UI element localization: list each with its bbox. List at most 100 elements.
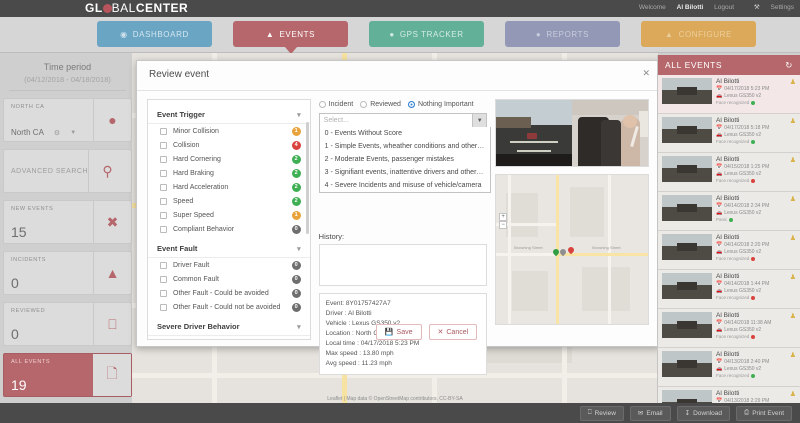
- sidebar-item-new-events[interactable]: NEW EVENTS 15 ✖: [3, 200, 132, 244]
- checkbox[interactable]: [160, 141, 167, 149]
- radio-reviewed[interactable]: Reviewed: [360, 101, 401, 108]
- dropdown-option-4[interactable]: 4 - Severe Incidents and misuse of vehic…: [324, 182, 482, 189]
- chevron-down-icon[interactable]: ▾: [297, 323, 301, 331]
- event-marker-icon[interactable]: [568, 247, 574, 255]
- checkbox[interactable]: [160, 183, 167, 191]
- checkbox[interactable]: [160, 289, 167, 297]
- tab-configure[interactable]: ▲ CONFIGURE: [641, 21, 756, 47]
- settings-link[interactable]: ⚒ Settings: [745, 4, 794, 11]
- map-zoom-controls[interactable]: + −: [499, 213, 508, 229]
- events-list[interactable]: Al Bilotti 📅 04/17/2018 5:23 PM 🚗 Lexus GS…: [658, 75, 800, 403]
- option-common-fault[interactable]: Common Fault 0: [148, 272, 310, 286]
- checkbox[interactable]: [160, 169, 167, 177]
- sidebar-item-region[interactable]: NORTH CA North CA ⚙ ▼ ●: [3, 98, 132, 142]
- event-vehicle: Lexus GS350 v2: [724, 132, 762, 138]
- zoom-in-button[interactable]: +: [499, 213, 508, 221]
- radio-nothing-important[interactable]: Nothing Important: [407, 101, 474, 108]
- list-item[interactable]: Al Bilotti 📅 04/17/2018 5:18 PM 🚗 Lexus GS…: [658, 114, 800, 153]
- download-button[interactable]: ↧ Download: [676, 405, 730, 421]
- accordion-event-fault[interactable]: Event Fault ▾: [148, 240, 310, 258]
- cancel-button[interactable]: ✕ Cancel: [428, 324, 478, 340]
- dropdown-option-1[interactable]: 1 - Simple Events, wheather conditions a…: [324, 143, 490, 150]
- tab-reports[interactable]: ● REPORTS: [505, 21, 620, 47]
- dropdown-option-3[interactable]: 3 - Signifiant events, inattentive drive…: [324, 169, 490, 176]
- option-other-fault-avoidable[interactable]: Other Fault - Could be avoided 0: [148, 286, 310, 300]
- checkbox[interactable]: [160, 155, 167, 163]
- option-hard-braking[interactable]: Hard Braking 2: [148, 166, 310, 180]
- sidebar-item-incidents[interactable]: INCIDENTS 0 ▲: [3, 251, 132, 295]
- gear-icon[interactable]: ⚙: [53, 129, 61, 137]
- brand-suffix: CENTER: [135, 1, 189, 15]
- severity-dropdown-list[interactable]: 0 - Events Without Score 1 - Simple Even…: [318, 127, 491, 193]
- checkbox[interactable]: [160, 197, 167, 205]
- event-video-player[interactable]: [495, 99, 649, 167]
- close-icon[interactable]: ✕: [642, 68, 650, 78]
- start-marker-icon[interactable]: [553, 249, 559, 257]
- option-speed[interactable]: Speed 2: [148, 194, 310, 208]
- list-item[interactable]: Al Bilotti 📅04/13/2018 2:29 PM 🚗Lexus GS…: [658, 387, 800, 403]
- zoom-out-button[interactable]: −: [499, 221, 508, 229]
- checkbox[interactable]: [160, 303, 167, 311]
- save-button[interactable]: 💾 Save: [375, 324, 422, 340]
- radio-incident[interactable]: Incident: [318, 101, 353, 108]
- option-other-fault-unavoidable[interactable]: Other Fault - Could not be avoided 0: [148, 300, 310, 314]
- list-item[interactable]: Al Bilotti 📅 04/13/2018 2:40 PM 🚗 Lexus GS…: [658, 348, 800, 387]
- checkbox[interactable]: [160, 261, 167, 269]
- event-datetime: 04/14/2018 2:34 PM: [724, 203, 770, 209]
- list-item[interactable]: Al Bilotti 📅 04/17/2018 5:23 PM 🚗 Lexus GS…: [658, 75, 800, 114]
- all-events-panel: ALL EVENTS ↻ Al Bilotti 📅 04/17/2018 5:23…: [657, 55, 800, 403]
- list-item[interactable]: Al Bilotti 📅 04/14/2018 2:20 PM 🚗 Lexus GS…: [658, 231, 800, 270]
- chevron-down-icon[interactable]: ▾: [297, 111, 301, 119]
- person-icon: ♟: [789, 274, 796, 281]
- map-block: [506, 193, 539, 237]
- option-driver-unbelted[interactable]: Driver Unbelted 1: [148, 336, 310, 341]
- list-item[interactable]: Al Bilotti 📅 04/14/2018 1:44 PM 🚗 Lexus GS…: [658, 270, 800, 309]
- print-event-button[interactable]: ⎙ Print Event: [736, 405, 792, 421]
- severity-select[interactable]: Select... ▼: [318, 113, 488, 128]
- logout-link[interactable]: Logout: [714, 4, 735, 11]
- option-driver-fault[interactable]: Driver Fault 0: [148, 258, 310, 272]
- event-location-map[interactable]: Browning Street Browning Street + −: [495, 174, 649, 325]
- option-super-speed[interactable]: Super Speed 1: [148, 208, 310, 222]
- list-item[interactable]: Al Bilotti 📅 04/15/2018 1:25 PM 🚗 Lexus GS…: [658, 153, 800, 192]
- status-dot-icon: [751, 334, 756, 339]
- region-select[interactable]: North CA ⚙ ▼: [11, 128, 76, 137]
- dropdown-option-2[interactable]: 2 - Moderate Events, passenger mistakes: [324, 156, 454, 163]
- checkbox[interactable]: [160, 225, 167, 233]
- sidebar-item-advanced-search[interactable]: ADVANCED SEARCH ⚲: [3, 149, 132, 193]
- accordion-severe-driver-behavior[interactable]: Severe Driver Behavior ▾: [148, 318, 310, 336]
- option-count-badge: 4: [291, 140, 301, 150]
- checkbox[interactable]: [160, 127, 167, 135]
- chevron-down-icon[interactable]: ▼: [70, 129, 77, 136]
- tab-dashboard[interactable]: ◉ DASHBOARD: [97, 21, 212, 47]
- tab-gps-tracker[interactable]: ● GPS TRACKER: [369, 21, 484, 47]
- path-marker-icon[interactable]: [560, 249, 566, 257]
- region-label: NORTH CA: [11, 104, 45, 110]
- all-events-panel-header: ALL EVENTS ↻: [658, 55, 800, 75]
- refresh-icon[interactable]: ↻: [785, 59, 793, 70]
- tab-events[interactable]: ▲ EVENTS: [233, 21, 348, 54]
- history-box[interactable]: [318, 244, 488, 286]
- event-driver-name: Al Bilotti: [716, 78, 740, 85]
- warning-icon: ▲: [265, 29, 275, 39]
- list-item[interactable]: Al Bilotti 📅 04/14/2018 11:38 AM 🚗 Lexus G…: [658, 309, 800, 348]
- checkbox[interactable]: [160, 340, 167, 341]
- checkbox[interactable]: [160, 275, 167, 283]
- dropdown-option-0[interactable]: 0 - Events Without Score: [324, 130, 403, 137]
- list-item[interactable]: Al Bilotti 📅 04/14/2018 2:34 PM 🚗 Lexus GS…: [658, 192, 800, 231]
- email-button[interactable]: ✉ Email: [629, 405, 671, 421]
- option-collision[interactable]: Collision 4: [148, 138, 310, 152]
- car-icon: 🚗: [716, 93, 723, 99]
- review-button[interactable]: ⎕ Review: [579, 405, 624, 421]
- chevron-down-icon[interactable]: ▼: [472, 114, 487, 127]
- accordion-event-trigger[interactable]: Event Trigger ▾: [148, 106, 310, 124]
- sidebar-item-all-events[interactable]: ALL EVENTS 19 🗋: [3, 353, 132, 397]
- option-minor-collision[interactable]: Minor Collision 1: [148, 124, 310, 138]
- chevron-down-icon[interactable]: ▾: [297, 245, 301, 253]
- checkbox[interactable]: [160, 211, 167, 219]
- sidebar-item-reviewed[interactable]: REVIEWED 0 ⎕: [3, 302, 132, 346]
- option-compliant-behavior[interactable]: Compliant Behavior 0: [148, 222, 310, 236]
- option-hard-acceleration[interactable]: Hard Acceleration 2: [148, 180, 310, 194]
- option-hard-cornering[interactable]: Hard Cornering 2: [148, 152, 310, 166]
- accordion-scrollbar[interactable]: [305, 122, 309, 234]
